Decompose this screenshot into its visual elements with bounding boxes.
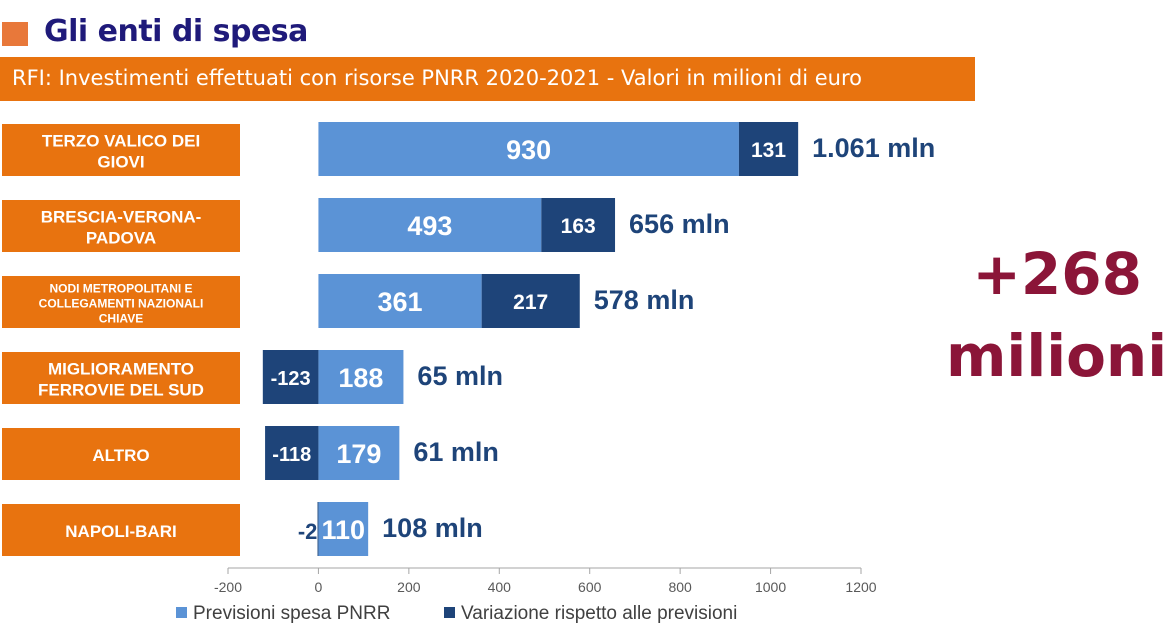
value-label-variazione: -118: [272, 444, 311, 466]
bar-previsioni: [318, 426, 400, 480]
subtitle-banner: RFI: Investimenti effettuati con risorse…: [0, 57, 975, 101]
category-label: TERZO VALICO DEI: [42, 132, 200, 151]
category-label: FERROVIE DEL SUD: [38, 381, 204, 400]
category-label: COLLEGAMENTI NAZIONALI: [39, 296, 204, 310]
category-label-box: [2, 276, 240, 328]
x-tick-label: 1200: [845, 579, 876, 595]
bar-variazione: [738, 122, 799, 176]
category-label: ALTRO: [92, 446, 149, 465]
value-label-previsioni: 930: [506, 135, 551, 165]
total-increase-value: +268: [972, 240, 1142, 308]
value-label-variazione: -2: [298, 519, 318, 544]
category-label: CHIAVE: [99, 311, 143, 325]
x-tick-label: -200: [214, 579, 242, 595]
x-tick-label: 0: [315, 579, 323, 595]
x-tick-label: 800: [668, 579, 692, 595]
value-label-previsioni: 493: [407, 211, 452, 241]
bar-previsioni: [318, 198, 542, 252]
x-tick-label: 600: [578, 579, 602, 595]
value-label-variazione: 217: [513, 291, 548, 314]
x-tick-label: 200: [397, 579, 421, 595]
category-label: NAPOLI-BARI: [65, 522, 176, 541]
value-label-variazione: 163: [561, 215, 596, 238]
legend-label-previsioni: Previsioni spesa PNRR: [193, 603, 390, 624]
category-label-box: [2, 200, 240, 252]
bar-previsioni: [318, 502, 369, 556]
category-label: NODI METROPOLITANI E: [49, 281, 192, 295]
value-label-previsioni: 110: [322, 515, 366, 545]
category-label-box: [2, 428, 240, 480]
x-tick-label: 1000: [755, 579, 786, 595]
page-title: Gli enti di spesa: [44, 14, 308, 49]
category-label-box: [2, 352, 240, 404]
value-label-variazione: 131: [751, 139, 786, 162]
bar-total-label: 65 mln: [417, 361, 503, 391]
bar-total-label: 1.061 mln: [812, 133, 935, 163]
value-label-variazione: -123: [271, 368, 311, 390]
legend-label-variazione: Variazione rispetto alle previsioni: [461, 603, 737, 624]
bar-variazione: [481, 274, 580, 328]
category-label-box: [2, 124, 240, 176]
category-label: MIGLIORAMENTO: [48, 360, 194, 379]
bar-previsioni: [318, 274, 482, 328]
value-label-previsioni: 179: [336, 439, 381, 469]
title-bullet: [2, 22, 28, 46]
bar-variazione: [265, 426, 319, 480]
bar-total-label: 108 mln: [382, 513, 483, 543]
total-increase-unit: milioni: [946, 322, 1168, 390]
bar-total-label: 61 mln: [413, 437, 499, 467]
category-label: PADOVA: [86, 229, 156, 248]
bar-variazione: [262, 350, 319, 404]
bar-previsioni: [318, 122, 739, 176]
x-tick-label: 400: [488, 579, 512, 595]
legend-swatch-previsioni: [176, 607, 187, 618]
bar-variazione: [317, 502, 319, 556]
subtitle-text: RFI: Investimenti effettuati con risorse…: [12, 66, 862, 90]
category-label: GIOVI: [97, 153, 144, 172]
bar-variazione: [541, 198, 616, 252]
value-label-previsioni: 361: [378, 287, 423, 317]
bar-previsioni: [318, 350, 404, 404]
bar-total-label: 578 mln: [594, 285, 695, 315]
legend-swatch-variazione: [444, 607, 455, 618]
value-label-previsioni: 188: [338, 363, 383, 393]
category-label-box: [2, 504, 240, 556]
bar-total-label: 656 mln: [629, 209, 730, 239]
category-label: BRESCIA-VERONA-: [41, 208, 202, 227]
